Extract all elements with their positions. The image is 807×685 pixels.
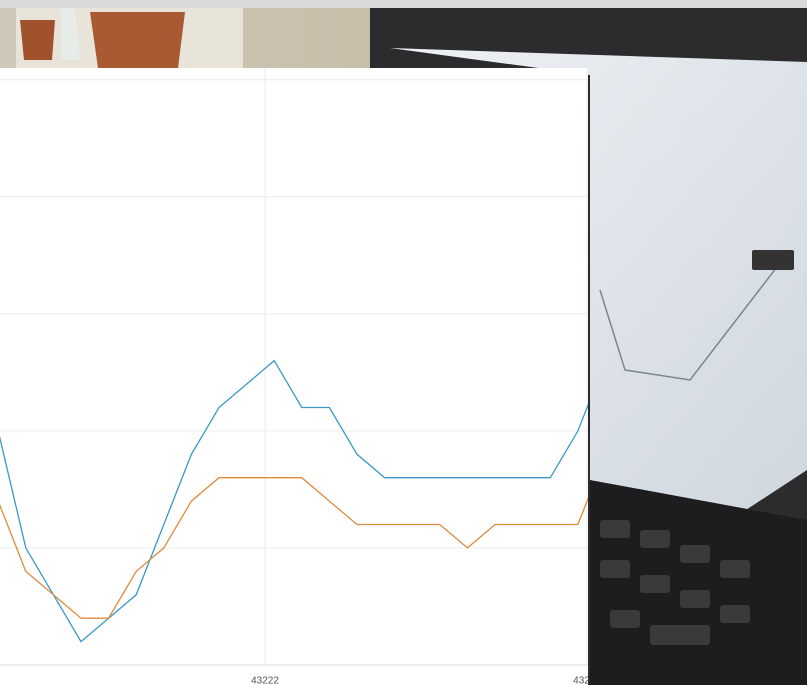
x-tick-label: 43222 (251, 676, 279, 685)
screenshot: {"chart_data": {"type": "line", "x": [43… (0, 0, 807, 685)
line-chart: 43222 43229 (0, 68, 588, 685)
data-line (0, 454, 588, 618)
x-tick-label: 43229 (573, 676, 588, 685)
data-line (0, 361, 588, 642)
